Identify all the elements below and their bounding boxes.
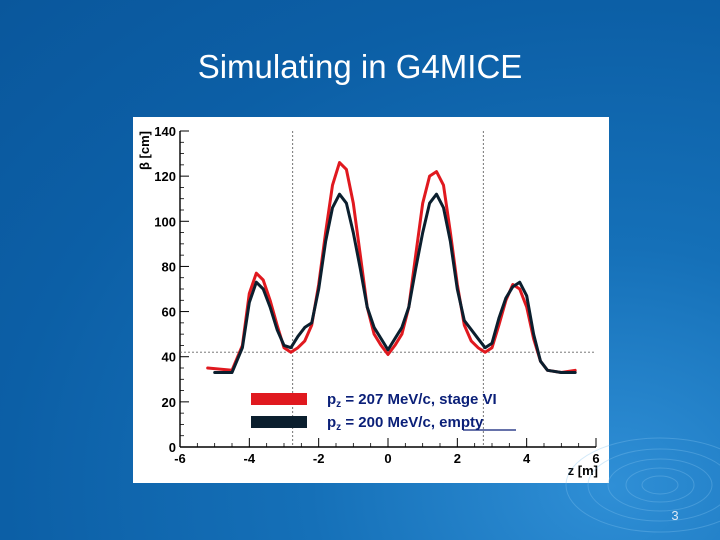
legend-swatch-black bbox=[251, 416, 307, 428]
x-tick-label: 0 bbox=[384, 451, 391, 466]
x-tick-label: 4 bbox=[523, 451, 531, 466]
y-tick-label: 20 bbox=[162, 395, 176, 410]
x-tick-label: -4 bbox=[244, 451, 256, 466]
water-ripple-decoration bbox=[565, 437, 720, 533]
page-number: 3 bbox=[671, 508, 679, 523]
x-tick-label: -2 bbox=[313, 451, 325, 466]
y-tick-label: 100 bbox=[154, 214, 176, 229]
y-tick-label: 120 bbox=[154, 169, 176, 184]
legend-label-red: pz = 207 MeV/c, stage VI bbox=[327, 391, 497, 410]
y-tick-label: 80 bbox=[162, 259, 176, 274]
slide-title: Simulating in G4MICE bbox=[197, 48, 523, 85]
chart-panel: -6 -4 -2 0 2 4 6 0 20 40 60 80 100 120 140 z [m] β [cm… bbox=[133, 117, 609, 483]
y-tick-label: 40 bbox=[162, 350, 176, 365]
y-tick-label: 0 bbox=[169, 440, 176, 455]
x-tick-label: 2 bbox=[454, 451, 461, 466]
x-tick-label: 6 bbox=[592, 451, 599, 466]
series-line-black bbox=[213, 192, 577, 374]
legend-label-black: pz = 200 MeV/c, empty bbox=[327, 414, 484, 433]
series-line-red bbox=[206, 161, 577, 374]
x-axis-label: z [m] bbox=[568, 463, 598, 478]
y-axis-label: β [cm] bbox=[137, 131, 152, 170]
x-tick-label: -6 bbox=[174, 451, 186, 466]
legend-swatch-red bbox=[251, 393, 307, 405]
y-tick-label: 140 bbox=[154, 124, 176, 139]
legend: pz = 207 MeV/c, stage VI pz = 200 MeV/c,… bbox=[251, 391, 516, 433]
y-tick-label: 60 bbox=[162, 305, 176, 320]
